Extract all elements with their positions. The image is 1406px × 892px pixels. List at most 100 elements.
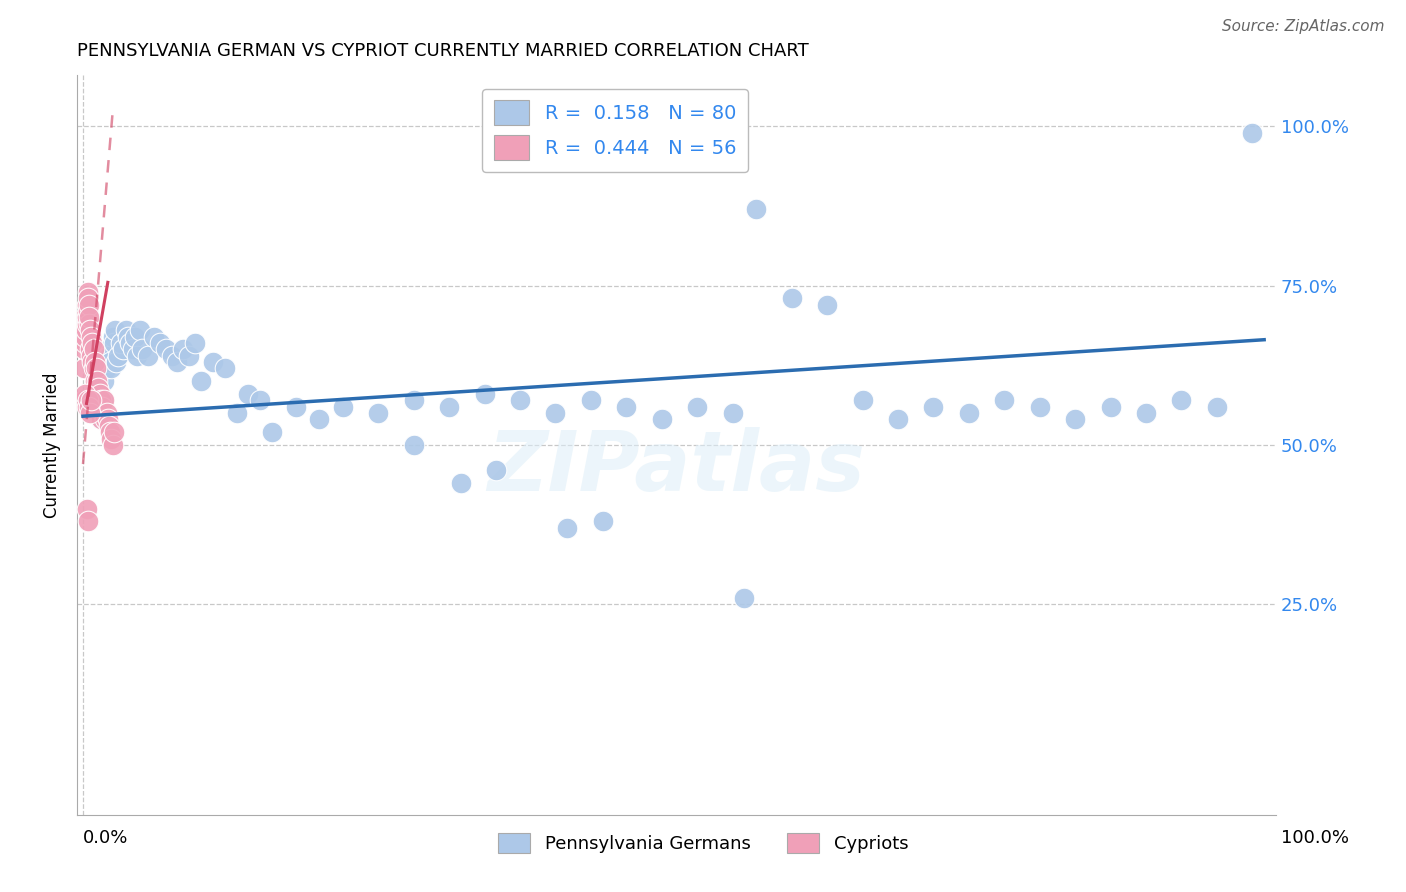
Point (76, 514, 98, 528)
Text: Source: ZipAtlas.com: Source: ZipAtlas.com (1222, 20, 1385, 34)
Point (76, 298, 98, 312)
Point (77, 298, 100, 312)
Point (90, 412, 112, 426)
Point (922, 400, 945, 414)
Point (77, 400, 100, 414)
Point (128, 323, 150, 337)
Point (160, 349, 183, 363)
Point (201, 355, 224, 369)
Point (149, 335, 172, 350)
Text: ZIPatlas: ZIPatlas (488, 426, 866, 508)
Point (110, 335, 132, 350)
Point (83, 355, 105, 369)
Point (93, 374, 115, 388)
Point (887, 412, 910, 426)
Point (104, 323, 127, 337)
Point (402, 393, 425, 408)
Point (91, 393, 114, 408)
Point (75, 310, 97, 325)
Point (1206, 400, 1229, 414)
Point (260, 425, 283, 439)
Point (614, 400, 637, 414)
Point (98, 418, 121, 433)
Point (120, 335, 142, 350)
Point (121, 343, 143, 357)
Point (89, 406, 111, 420)
Point (98, 355, 121, 369)
Point (98, 349, 121, 363)
Point (450, 476, 472, 491)
Point (76, 501, 98, 516)
Point (179, 349, 201, 363)
Point (100, 432, 122, 446)
Point (96, 406, 118, 420)
Point (284, 400, 307, 414)
Point (402, 438, 425, 452)
Point (851, 393, 873, 408)
Legend: Pennsylvania Germans, Cypriots: Pennsylvania Germans, Cypriots (491, 825, 915, 861)
Point (73, 343, 96, 357)
Point (166, 355, 188, 369)
Point (1099, 400, 1122, 414)
Point (509, 393, 531, 408)
Point (117, 329, 139, 343)
Point (136, 349, 159, 363)
Point (75, 387, 97, 401)
Point (86, 393, 108, 408)
Point (89, 387, 111, 401)
Point (86, 387, 108, 401)
Point (79, 323, 101, 337)
Point (79, 310, 101, 325)
Point (103, 335, 125, 350)
Point (142, 329, 165, 343)
Point (96, 361, 118, 376)
Point (75, 323, 97, 337)
Point (73, 393, 96, 408)
Point (90, 393, 112, 408)
Text: 0.0%: 0.0% (83, 829, 128, 847)
Point (815, 298, 838, 312)
Point (83, 374, 105, 388)
Point (1241, 126, 1264, 140)
Point (84, 380, 107, 394)
Point (127, 349, 149, 363)
Point (97, 343, 120, 357)
Point (238, 387, 260, 401)
Point (77, 291, 100, 305)
Point (308, 412, 330, 426)
Point (77, 317, 100, 331)
Point (544, 406, 567, 420)
Legend: R =  0.158   N = 80, R =  0.444   N = 56: R = 0.158 N = 80, R = 0.444 N = 56 (482, 88, 748, 171)
Point (485, 463, 508, 477)
Point (89, 406, 111, 420)
Point (83, 400, 105, 414)
Point (82, 335, 104, 350)
Point (73, 323, 96, 337)
Point (105, 355, 128, 369)
Point (225, 406, 247, 420)
Point (90, 412, 112, 426)
Point (76, 393, 98, 408)
Point (114, 323, 136, 337)
Text: PENNSYLVANIA GERMAN VS CYPRIOT CURRENTLY MARRIED CORRELATION CHART: PENNSYLVANIA GERMAN VS CYPRIOT CURRENTLY… (77, 42, 808, 60)
Point (592, 514, 614, 528)
Point (124, 329, 146, 343)
Point (1064, 412, 1087, 426)
Text: 100.0%: 100.0% (1281, 829, 1348, 847)
Point (214, 361, 236, 376)
Point (94, 412, 117, 426)
Point (131, 343, 153, 357)
Point (84, 361, 107, 376)
Point (733, 591, 755, 605)
Point (76, 310, 98, 325)
Point (249, 393, 271, 408)
Point (112, 343, 135, 357)
Point (82, 355, 104, 369)
Point (579, 393, 602, 408)
Point (76, 400, 98, 414)
Point (90, 400, 112, 414)
Point (780, 291, 803, 305)
Point (332, 400, 354, 414)
Point (745, 202, 768, 216)
Point (72, 361, 94, 376)
